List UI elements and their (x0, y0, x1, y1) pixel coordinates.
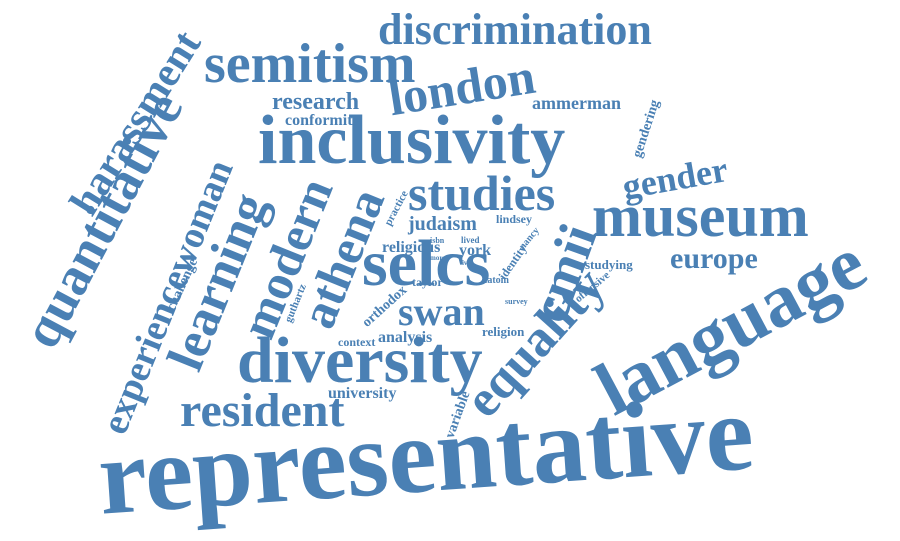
word-more: more (430, 254, 446, 262)
word-studying: studying (585, 257, 633, 272)
word-york: york (459, 242, 491, 259)
word-resident: resident (180, 384, 345, 437)
word-university: university (328, 385, 397, 402)
word-conformity: conformity (285, 112, 361, 129)
word-judaism: judaism (408, 213, 477, 235)
word-museum: museum (592, 183, 809, 249)
word-europe: europe (670, 242, 758, 275)
word-context: context (338, 335, 376, 349)
word-lived: lived (461, 235, 480, 245)
word-religious: religious (382, 239, 441, 256)
word-live: live (460, 259, 471, 267)
word-discrimination: discrimination (378, 5, 652, 54)
word-taylor: taylor (412, 275, 443, 289)
word-gendering: gendering (630, 98, 663, 160)
word-tatom: tatom (484, 275, 509, 286)
word-isbn: isbn (430, 236, 445, 245)
word-studies: studies (408, 165, 556, 221)
word-lindsey: lindsey (496, 212, 533, 226)
word-selcs: selcs (362, 227, 491, 300)
word-inclusivity: inclusivity (258, 102, 566, 179)
word-religion: religion (482, 324, 525, 339)
word-analysis: analysis (378, 329, 433, 346)
word-diversity: diversity (237, 324, 483, 397)
word-semitism: semitism (204, 33, 416, 95)
word-survey: survey (505, 297, 528, 306)
word-research: research (272, 89, 360, 115)
word-ammerman: ammerman (532, 93, 621, 113)
word-swan: swan (398, 289, 485, 334)
